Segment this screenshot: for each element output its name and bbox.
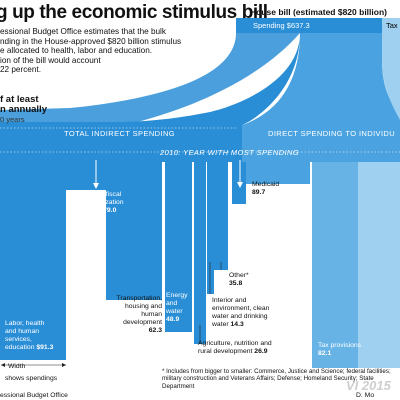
interior-name: water and drinking (212, 313, 268, 320)
tax-provisions-label: Tax provisions 82.1 (318, 342, 361, 358)
medicaid-arrowhead (237, 182, 243, 188)
state-fiscal-name: stabilization (88, 199, 124, 206)
tax-label: Tax (386, 21, 398, 30)
shows-spendings-label: shows spendings (5, 375, 58, 382)
spending-total-label: Spending $637.3 (253, 21, 310, 30)
labor-value: $91.3 (36, 344, 54, 351)
other-name: Other* (229, 272, 249, 279)
house-bill-label: House bill (estimated $820 billion) (250, 7, 387, 17)
state-fiscal-label: State fiscal stabilization fund 79.0 (88, 191, 124, 215)
state-fiscal-name: fund (88, 207, 102, 214)
state-fiscal-arrowhead (93, 183, 99, 189)
width-arrow-right (62, 363, 66, 367)
energy-label: Energy and water 48.9 (166, 292, 188, 324)
energy-name: water (166, 308, 183, 315)
labor-name: services, (5, 336, 32, 343)
energy-value: 48.9 (166, 316, 180, 323)
tax-top-bar (382, 18, 400, 33)
direct-right-column (358, 162, 400, 368)
spending-top-bar (236, 18, 382, 33)
direct-flow-band (242, 33, 400, 162)
annual-note-line: f at least (0, 94, 39, 105)
page-title: g up the economic stimulus bill (0, 2, 268, 23)
indirect-flow-upper (0, 33, 300, 162)
energy-name: and (166, 300, 178, 307)
agriculture-label: Agriculture, nutrition and rural develop… (198, 340, 272, 356)
footnote-line: * Includes from bigger to smaller: Comme… (162, 368, 391, 375)
transportation-value: 62.3 (148, 327, 162, 334)
intro-line: e allocated to health, labor and educati… (0, 46, 153, 55)
labor-label: Labor, health and human services, educat… (5, 320, 53, 352)
interior-name: Interior and (212, 297, 247, 304)
credit-label: D. Mo (356, 392, 375, 399)
intro-line: ion of the bill would account (0, 55, 101, 65)
interior-name: water (212, 321, 229, 328)
tax-provisions-value: 82.1 (318, 350, 332, 357)
watermark: VI 2015 (346, 378, 391, 393)
labor-name: education (5, 344, 35, 351)
annual-note: f at least n annually (0, 95, 47, 115)
state-fiscal-column (66, 162, 106, 190)
intro-text: essional Budget Office estimates that th… (0, 27, 228, 75)
other-label: Other* 35.8 (229, 272, 249, 288)
labor-name: and human (5, 328, 40, 335)
transportation-name: housing and human (124, 303, 162, 318)
interior-label: Interior and environment, clean water an… (212, 297, 269, 329)
intro-line: essional Budget Office estimates that th… (0, 27, 166, 36)
year-most-spending-label: 2010: YEAR WITH MOST SPENDING (160, 148, 299, 157)
source-label: essional Budget Office (0, 392, 68, 399)
footnote-line: military construction and Veterans Affai… (162, 375, 374, 390)
annual-note-line: n annually (0, 104, 47, 115)
tax-flow-band (382, 33, 400, 120)
labor-name: Labor, health (5, 320, 45, 327)
width-arrow-left (1, 363, 5, 367)
medicaid-label: Medicaid 89.7 (252, 181, 279, 197)
indirect-spending-label: TOTAL INDIRECT SPENDING (64, 129, 176, 138)
footnote: * Includes from bigger to smaller: Comme… (162, 368, 400, 390)
agriculture-name: rural development (198, 348, 253, 355)
tax-provisions-name: Tax provisions (318, 342, 362, 349)
state-fiscal-name: State fiscal (88, 191, 122, 198)
agriculture-name: Agriculture, nutrition and (198, 340, 272, 347)
state-fiscal-value: 79.0 (103, 207, 117, 214)
medicaid-value: 89.7 (252, 189, 266, 196)
agriculture-column (194, 162, 206, 344)
direct-spending-label: DIRECT SPENDING TO INDIVIDU (268, 129, 396, 138)
interior-value: 14.3 (230, 321, 244, 328)
transportation-name: Transportation, (116, 295, 162, 302)
intro-line: 22 percent. (0, 65, 41, 74)
labor-column (0, 162, 66, 360)
tax-provisions-column (312, 162, 358, 368)
medicaid-name: Medicaid (252, 181, 280, 188)
direct-column (246, 162, 310, 184)
energy-column (165, 162, 192, 332)
width-label: Width (8, 363, 26, 370)
other-value: 35.8 (229, 280, 243, 287)
interior-name: environment, clean (212, 305, 270, 312)
agriculture-value: 26.9 (254, 348, 268, 355)
energy-name: Energy (166, 292, 188, 299)
interior-column (207, 162, 214, 294)
transportation-column (106, 162, 162, 300)
other-column (214, 162, 228, 270)
transportation-name: development (123, 319, 162, 326)
years-note: 0 years (0, 115, 25, 124)
transportation-label: Transportation, housing and human develo… (110, 295, 162, 335)
intro-line: nding in the House-approved $820 billion… (0, 36, 182, 46)
